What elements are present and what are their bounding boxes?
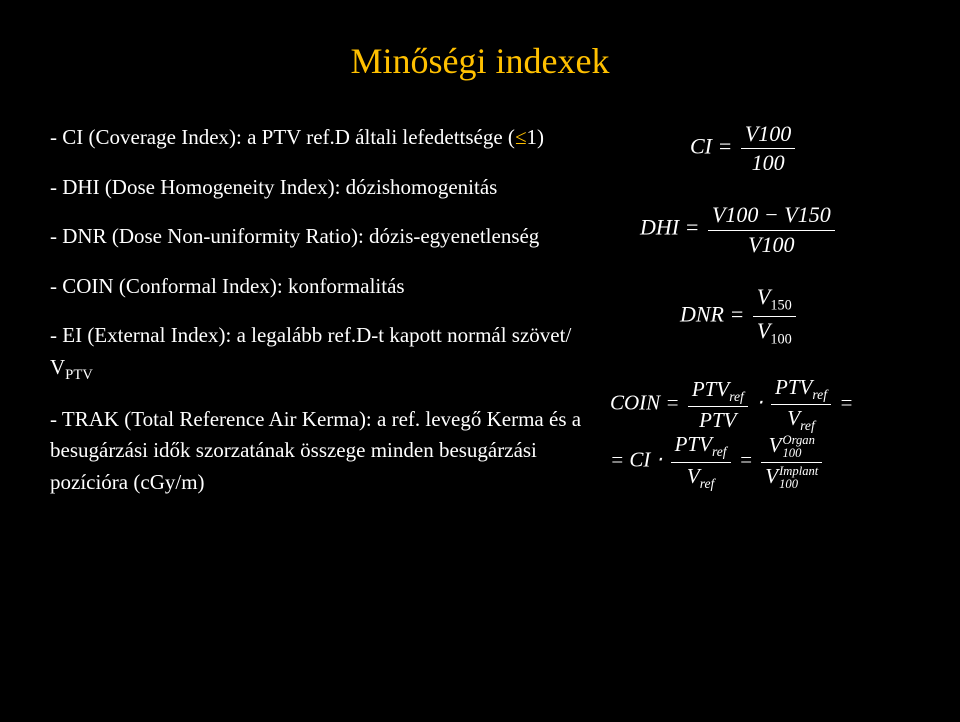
ei-text: - EI (External Index): a legalább ref.D-… [50,323,571,379]
coin-frac4: VOrgan100 VImplant100 [761,434,822,491]
coin-ci2: = CI ⋅ [610,448,662,472]
coin-lhs: COIN = [610,390,680,414]
dnr-frac: V150 V100 [753,285,796,348]
dnr-lhs: DNR = [680,301,744,326]
ci-le-symbol: ≤ [515,125,527,149]
content-row: - CI (Coverage Index): a PTV ref.D által… [50,122,910,519]
coin-f3-den: Vref [671,463,731,491]
item-coin: - COIN (Conformal Index): konformalitás [50,271,600,303]
coin-eq2: = [739,448,753,472]
coin-line2: = CI ⋅ PTVref Vref = VOrgan100 VImplant1… [610,433,910,490]
ci-num: V100 [741,122,795,149]
dnr-num-sub: 150 [770,297,791,313]
ci-frac: V100 100 [741,122,795,175]
dnr-den: V100 [753,317,796,348]
eq-dnr: DNR = V150 V100 [680,285,910,348]
coin-frac2: PTVref Vref [771,376,831,433]
coin-f2-num: PTVref [771,376,831,405]
item-ei: - EI (External Index): a legalább ref.D-… [50,320,600,386]
slide-title: Minőségi indexek [50,40,910,82]
item-dnr: - DNR (Dose Non-uniformity Ratio): dózis… [50,221,600,253]
coin-frac3: PTVref Vref [671,433,731,490]
coin-f4-num: VOrgan100 [761,434,822,463]
ci-den: 100 [741,149,795,175]
left-column: - CI (Coverage Index): a PTV ref.D által… [50,122,600,519]
coin-f1-num: PTVref [688,378,748,407]
dhi-num-a: V100 [712,202,758,227]
dhi-lhs: DHI = [640,215,699,240]
coin-eq1: = [839,390,853,414]
dnr-num-v: V [757,284,770,309]
coin-frac1: PTVref PTV [688,378,748,432]
coin-dot1: ⋅ [756,390,763,414]
eq-coin: COIN = PTVref PTV ⋅ PTVref Vref = = CI ⋅ [610,376,910,491]
eq-dhi: DHI = V100 − V150 V100 [640,203,910,256]
item-trak: - TRAK (Total Reference Air Kerma): a re… [50,404,600,499]
dnr-den-v: V [757,318,770,343]
dhi-num-b: V150 [784,202,830,227]
dnr-num: V150 [753,285,796,317]
ci-text-pre: - CI (Coverage Index): a PTV ref.D által… [50,125,515,149]
dnr-den-sub: 100 [770,331,791,347]
item-dhi: - DHI (Dose Homogeneity Index): dózishom… [50,172,600,204]
right-column: CI = V100 100 DHI = V100 − V150 V100 [620,122,910,519]
ci-lhs: CI = [690,134,732,159]
ei-sub: PTV [65,367,93,383]
ci-text-post: 1) [526,125,544,149]
eq-ci: CI = V100 100 [690,122,910,175]
coin-f2-den: Vref [771,405,831,433]
item-ci: - CI (Coverage Index): a PTV ref.D által… [50,122,600,154]
dhi-num: V100 − V150 [708,203,835,230]
coin-f4-den: VImplant100 [761,463,822,491]
slide: Minőségi indexek - CI (Coverage Index): … [0,0,960,722]
coin-f1-den: PTV [688,407,748,432]
dhi-den: V100 [708,231,835,257]
dhi-frac: V100 − V150 V100 [708,203,835,256]
coin-f3-num: PTVref [671,433,731,462]
dhi-minus: − [764,202,779,227]
coin-line1: COIN = PTVref PTV ⋅ PTVref Vref = [610,376,910,433]
